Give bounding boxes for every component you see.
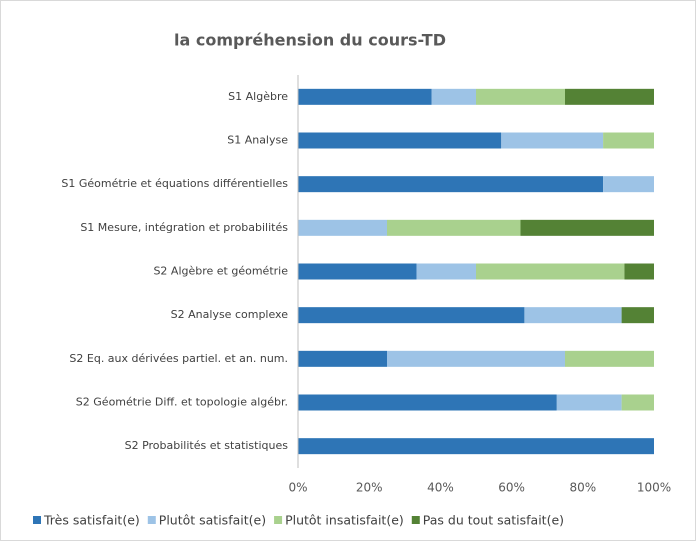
bar-segment bbox=[298, 263, 417, 280]
bar-segment bbox=[565, 88, 654, 105]
legend-label: Pas du tout satisfait(e) bbox=[423, 513, 564, 528]
bar-segment bbox=[387, 219, 521, 236]
y-tick-label: S2 Analyse complexe bbox=[171, 308, 289, 321]
bar-segment bbox=[416, 263, 476, 280]
y-tick-label: S2 Eq. aux dérivées partiel. et an. num. bbox=[69, 352, 288, 365]
bar-segment bbox=[298, 88, 432, 105]
bar-segment bbox=[520, 219, 654, 236]
x-tick-label: 80% bbox=[569, 481, 596, 495]
bar-segment bbox=[565, 350, 654, 367]
legend-swatch bbox=[33, 516, 41, 524]
bar-segment bbox=[298, 307, 525, 324]
bar-segment bbox=[298, 438, 654, 455]
bar-segment bbox=[624, 263, 654, 280]
x-tick-label: 100% bbox=[637, 481, 671, 495]
bar-segment bbox=[298, 132, 502, 149]
y-tick-label: S2 Géométrie Diff. et topologie algébr. bbox=[76, 396, 288, 409]
bar-segment bbox=[298, 394, 557, 411]
x-tick-label: 0% bbox=[288, 481, 307, 495]
legend-swatch bbox=[274, 516, 283, 524]
x-tick-label: 20% bbox=[356, 481, 383, 495]
legend-label: Très satisfait(e) bbox=[43, 513, 140, 528]
y-tick-label: S2 Algèbre et géométrie bbox=[153, 265, 288, 278]
chart-title: la compréhension du cours-TD bbox=[174, 31, 446, 50]
bar-segment bbox=[524, 307, 622, 324]
bar-segment bbox=[476, 88, 565, 105]
legend-label: Plutôt insatisfait(e) bbox=[285, 513, 404, 528]
bar-segment bbox=[298, 219, 387, 236]
y-tick-label: S1 Algèbre bbox=[228, 90, 288, 103]
bar-segment bbox=[621, 307, 654, 324]
bar-segment bbox=[556, 394, 622, 411]
bar-segment bbox=[621, 394, 654, 411]
bar-segment bbox=[603, 176, 654, 193]
legend-swatch bbox=[147, 516, 156, 524]
x-tick-label: 40% bbox=[427, 481, 454, 495]
y-tick-label: S1 Géométrie et équations différentielle… bbox=[61, 177, 288, 190]
bar-segment bbox=[431, 88, 476, 105]
y-tick-label: S1 Mesure, intégration et probabilités bbox=[80, 221, 288, 234]
legend-label: Plutôt satisfait(e) bbox=[159, 513, 266, 528]
y-tick-label: S2 Probabilités et statistiques bbox=[125, 439, 289, 452]
bar-segment bbox=[298, 350, 387, 367]
bar-segment bbox=[501, 132, 604, 149]
bar-segment bbox=[603, 132, 654, 149]
legend-swatch bbox=[411, 516, 420, 524]
bar-segment bbox=[387, 350, 565, 367]
x-tick-label: 60% bbox=[498, 481, 525, 495]
bar-segment bbox=[298, 176, 604, 193]
bar-segment bbox=[476, 263, 625, 280]
y-tick-label: S1 Analyse bbox=[227, 134, 288, 147]
